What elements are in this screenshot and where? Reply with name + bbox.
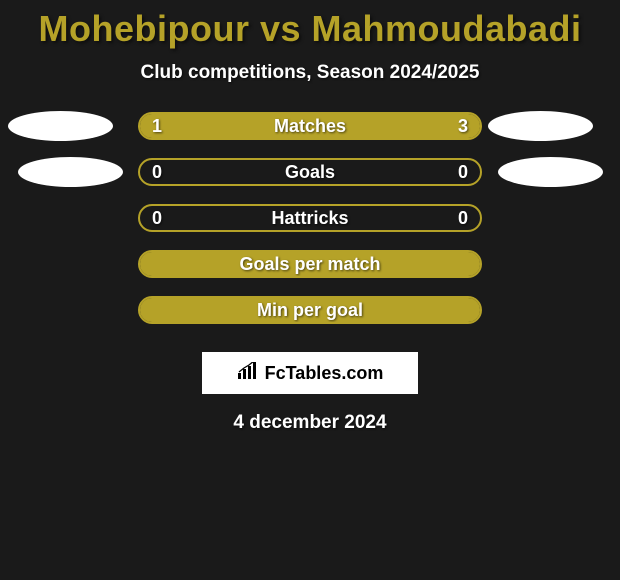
- player-ellipse-right: [498, 157, 603, 187]
- logo-box: FcTables.com: [202, 352, 418, 394]
- date-text: 4 december 2024: [0, 412, 620, 434]
- chart-icon: [237, 362, 259, 385]
- stat-bar: Goals per match: [138, 250, 482, 278]
- stat-bar: 00Hattricks: [138, 204, 482, 232]
- stat-label: Matches: [140, 114, 480, 138]
- stat-row: Goals per match: [0, 250, 620, 296]
- stat-bar: 13Matches: [138, 112, 482, 140]
- stat-row: Min per goal: [0, 296, 620, 342]
- stat-bar: Min per goal: [138, 296, 482, 324]
- player-ellipse-left: [8, 111, 113, 141]
- logo-text: FcTables.com: [265, 363, 384, 384]
- stat-label: Goals: [140, 160, 480, 184]
- player-ellipse-left: [18, 157, 123, 187]
- stat-row: 00Hattricks: [0, 204, 620, 250]
- stats-rows: 13Matches 00Goals 00Hattricks Goals per mat…: [0, 112, 620, 342]
- stat-label: Hattricks: [140, 206, 480, 230]
- stat-row: 00Goals: [0, 158, 620, 204]
- subtitle: Club competitions, Season 2024/2025: [0, 62, 620, 84]
- page-title: Mohebipour vs Mahmoudabadi: [0, 8, 620, 50]
- stat-row: 13Matches: [0, 112, 620, 158]
- stat-bar: 00Goals: [138, 158, 482, 186]
- stat-label: Min per goal: [140, 298, 480, 322]
- logo: FcTables.com: [237, 362, 384, 385]
- player-ellipse-right: [488, 111, 593, 141]
- stat-label: Goals per match: [140, 252, 480, 276]
